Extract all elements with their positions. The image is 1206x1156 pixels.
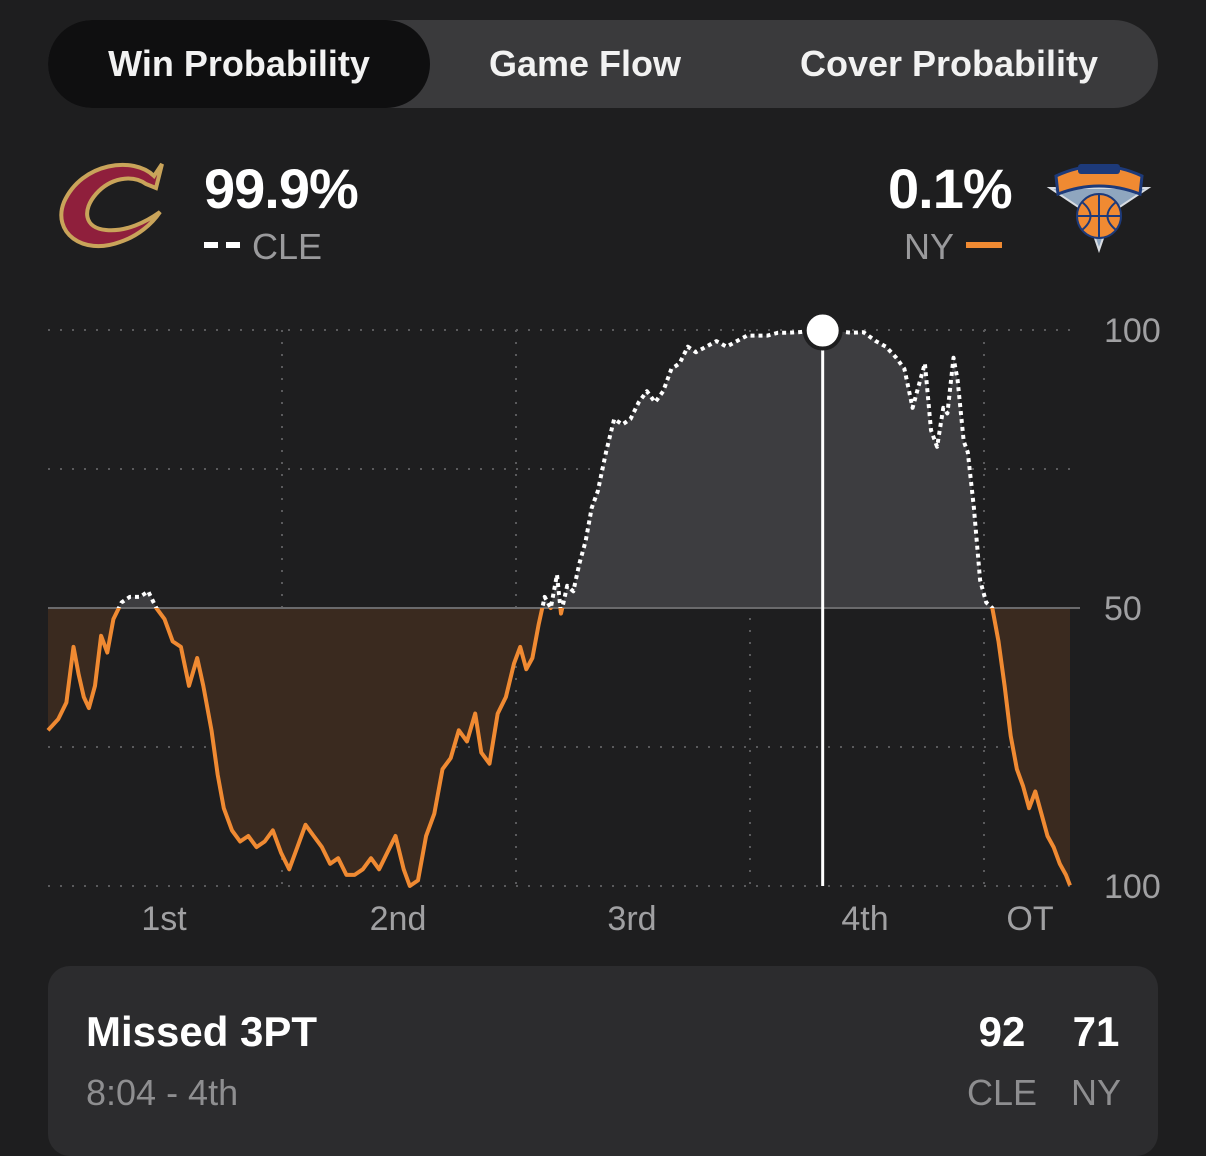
cle-win-pct: 99.9% (204, 157, 359, 220)
ny-win-pct: 0.1% (888, 157, 1013, 220)
play-card[interactable]: Missed 3PT 8:04 - 4th 92 71 CLE NY (48, 966, 1158, 1156)
y-axis-labels: 100 50 100 (1104, 312, 1161, 906)
tab-win-probability[interactable]: Win Probability (48, 20, 430, 108)
cle-score-label: CLE (966, 1072, 1038, 1113)
ny-area-fill (48, 608, 1070, 886)
ny-series-line (46, 608, 1072, 888)
knicks-logo (1046, 164, 1152, 254)
ny-score-label: NY (1070, 1072, 1121, 1113)
y-tick-label: 100 (1104, 312, 1161, 350)
play-time: 8:04 - 4th (86, 1072, 239, 1113)
x-period-label: 1st (141, 900, 187, 938)
cle-score: 92 (978, 1008, 1026, 1055)
ny-score: 71 (1072, 1008, 1120, 1055)
win-probability-chart[interactable]: 100 50 100 1st 2nd 3rd 4th OT (0, 0, 1206, 960)
ny-line-swatch (966, 242, 1002, 248)
x-period-label: 4th (841, 900, 888, 938)
tab-cover-probability[interactable]: Cover Probability (799, 43, 1099, 84)
x-period-label: 3rd (607, 900, 656, 938)
x-axis-labels: 1st 2nd 3rd 4th OT (141, 900, 1053, 938)
x-period-label: OT (1006, 900, 1053, 938)
chart-tabs: Win Probability Game Flow Cover Probabil… (48, 20, 1158, 108)
tab-game-flow[interactable]: Game Flow (488, 43, 682, 84)
cle-area-fill (48, 330, 1070, 608)
y-tick-label: 50 (1104, 590, 1142, 628)
ny-team-label: NY (904, 226, 955, 267)
cavaliers-c-logo (59, 162, 164, 249)
y-tick-label: 100 (1104, 868, 1161, 906)
cle-line-swatch (204, 242, 240, 248)
x-period-label: 2nd (370, 900, 427, 938)
cle-team-label: CLE (252, 226, 323, 267)
scrubber-handle[interactable] (802, 310, 843, 351)
play-description: Missed 3PT (86, 1008, 318, 1055)
